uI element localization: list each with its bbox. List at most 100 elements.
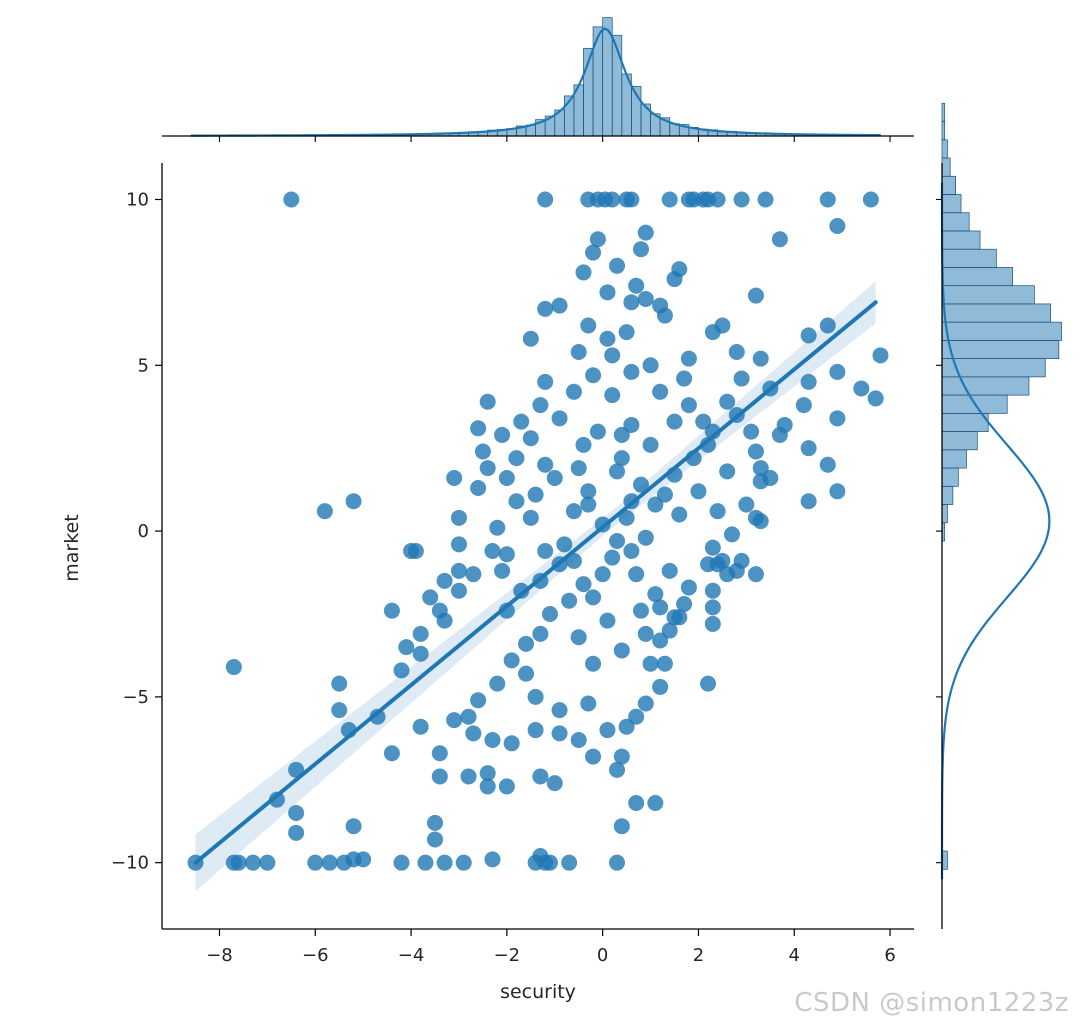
scatter-point bbox=[489, 519, 506, 536]
scatter-point bbox=[747, 443, 764, 460]
scatter-point bbox=[417, 854, 434, 871]
scatter-point bbox=[532, 397, 549, 414]
scatter-point bbox=[407, 542, 424, 559]
scatter-point bbox=[743, 423, 760, 440]
scatter-point bbox=[800, 327, 817, 344]
y-tick-label: 5 bbox=[138, 355, 149, 376]
scatter-point bbox=[565, 503, 582, 520]
scatter-point bbox=[733, 191, 750, 208]
scatter-point bbox=[345, 493, 362, 510]
marginal-y-kde bbox=[940, 182, 1051, 880]
marginal-y-bar bbox=[941, 431, 978, 451]
scatter-point bbox=[522, 509, 539, 526]
scatter-point bbox=[628, 566, 645, 583]
scatter-point bbox=[450, 509, 467, 526]
scatter-point bbox=[541, 605, 558, 622]
y-axis-label: market bbox=[61, 514, 83, 581]
scatter-point bbox=[829, 410, 846, 427]
scatter-point bbox=[637, 290, 654, 307]
scatter-point bbox=[599, 612, 616, 629]
scatter-point bbox=[690, 483, 707, 500]
scatter-point bbox=[470, 692, 487, 709]
scatter-point bbox=[613, 818, 630, 835]
scatter-point bbox=[676, 596, 693, 613]
scatter-point bbox=[316, 503, 333, 520]
scatter-point bbox=[503, 735, 520, 752]
scatter-point bbox=[628, 708, 645, 725]
scatter-point bbox=[829, 218, 846, 235]
scatter-point bbox=[709, 191, 726, 208]
scatter-point bbox=[647, 586, 664, 603]
scatter-point bbox=[470, 420, 487, 437]
scatter-point bbox=[642, 357, 659, 374]
scatter-point bbox=[771, 231, 788, 248]
scatter-point bbox=[513, 582, 530, 599]
scatter-point bbox=[570, 460, 587, 477]
marginal-y-bar bbox=[941, 485, 954, 505]
marginal-y-bar bbox=[941, 303, 1052, 323]
marginal-y-bar bbox=[941, 139, 948, 159]
scatter-point bbox=[494, 426, 511, 443]
scatter-point bbox=[671, 506, 688, 523]
scatter-point bbox=[470, 479, 487, 496]
scatter-point bbox=[604, 191, 621, 208]
scatter-point bbox=[752, 460, 769, 477]
scatter-point bbox=[465, 725, 482, 742]
scatter-point bbox=[479, 393, 496, 410]
marginal-y-bar bbox=[941, 121, 946, 141]
scatter-point bbox=[714, 552, 731, 569]
scatter-point bbox=[632, 476, 649, 493]
scatter-point bbox=[498, 778, 515, 795]
scatter-point bbox=[704, 615, 721, 632]
scatter-point bbox=[604, 347, 621, 364]
scatter-point bbox=[733, 370, 750, 387]
scatter-point bbox=[609, 761, 626, 778]
scatter-point bbox=[537, 456, 554, 473]
scatter-point bbox=[609, 533, 626, 550]
scatter-point bbox=[561, 592, 578, 609]
x-tick-label: 0 bbox=[597, 945, 608, 966]
scatter-point bbox=[637, 625, 654, 642]
scatter-point bbox=[719, 463, 736, 480]
x-tick-label: 6 bbox=[884, 945, 895, 966]
scatter-point bbox=[460, 708, 477, 725]
scatter-point bbox=[647, 794, 664, 811]
scatter-point bbox=[446, 712, 463, 729]
scatter-point bbox=[537, 542, 554, 559]
scatter-point bbox=[565, 552, 582, 569]
scatter-point bbox=[728, 344, 745, 361]
marginal-y-bar bbox=[941, 340, 1060, 359]
scatter-point bbox=[537, 373, 554, 390]
scatter-point bbox=[800, 440, 817, 457]
scatter-point bbox=[795, 397, 812, 414]
scatter-point bbox=[580, 483, 597, 500]
scatter-point bbox=[268, 791, 285, 808]
scatter-point bbox=[383, 745, 400, 762]
scatter-point bbox=[609, 463, 626, 480]
scatter-point bbox=[666, 609, 683, 626]
scatter-point bbox=[747, 566, 764, 583]
scatter-point bbox=[551, 410, 568, 427]
scatter-point bbox=[570, 731, 587, 748]
scatter-point bbox=[532, 625, 549, 642]
scatter-point bbox=[613, 426, 630, 443]
scatter-point bbox=[618, 509, 635, 526]
scatter-point bbox=[652, 678, 669, 695]
scatter-point bbox=[623, 542, 640, 559]
marginal-y-bar bbox=[941, 376, 1030, 396]
axes: −8 −6 −4 −2 0 2 4 6 10 5 0 −5 −10 bbox=[111, 163, 914, 966]
scatter-point bbox=[431, 745, 448, 762]
scatter-point bbox=[537, 854, 554, 871]
scatter-point bbox=[412, 645, 429, 662]
scatter-point bbox=[575, 436, 592, 453]
scatter-point bbox=[762, 470, 779, 487]
scatter-point bbox=[570, 629, 587, 646]
scatter-point bbox=[230, 854, 247, 871]
x-tick-label: −4 bbox=[398, 945, 425, 966]
scatter-point bbox=[465, 566, 482, 583]
scatter-point bbox=[412, 718, 429, 735]
scatter-point bbox=[623, 191, 640, 208]
marginal-y-bar bbox=[941, 504, 948, 524]
scatter-point bbox=[695, 413, 712, 430]
scatter-point bbox=[522, 330, 539, 347]
